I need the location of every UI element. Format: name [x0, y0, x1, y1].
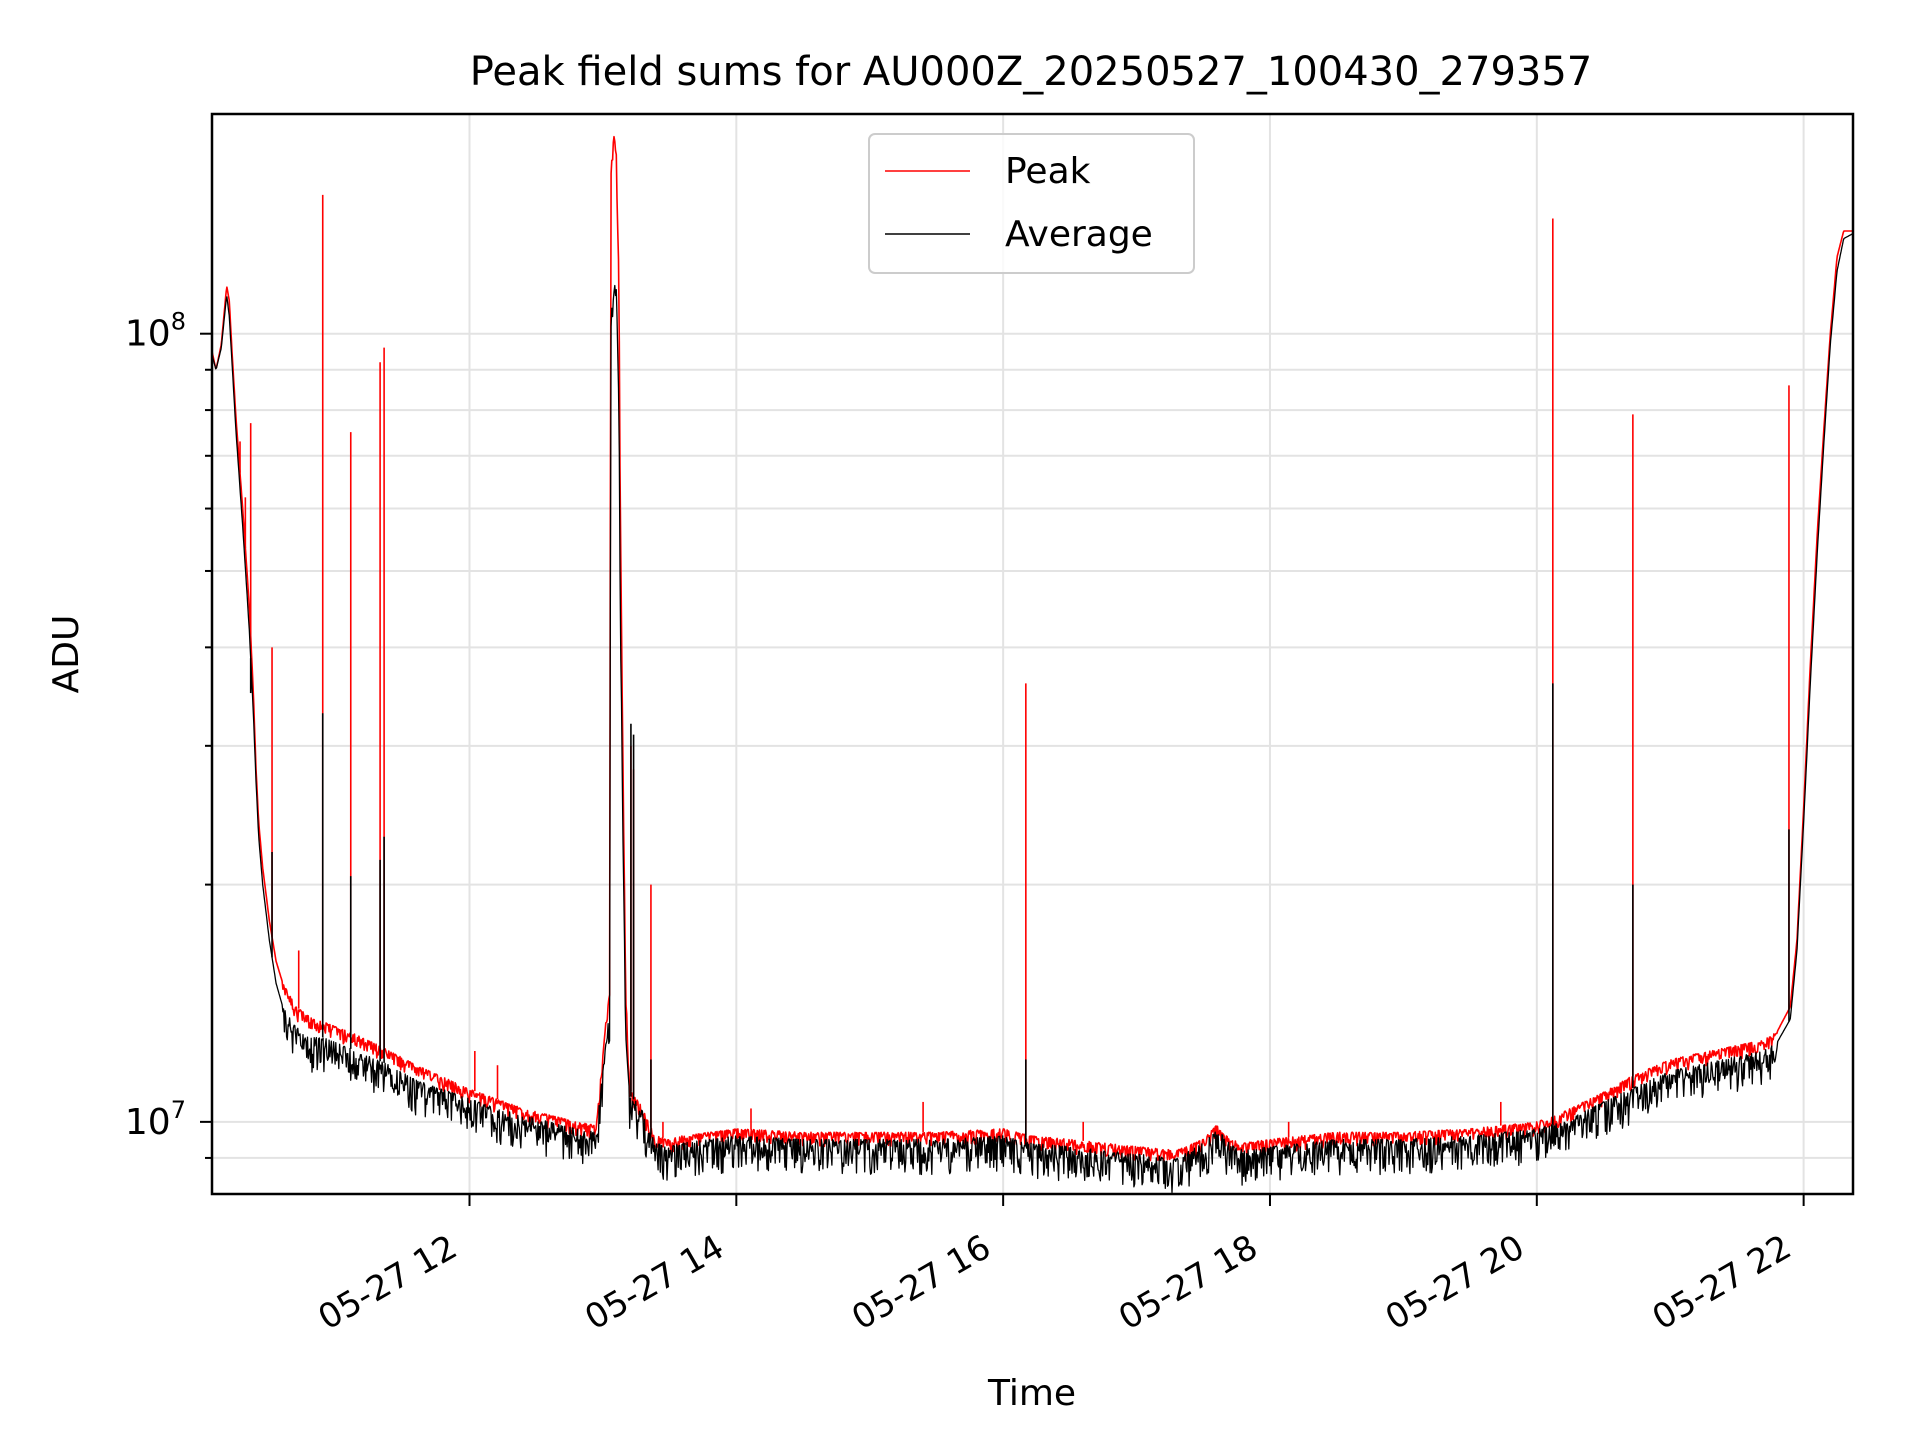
y-tick-label: 107	[125, 1096, 186, 1143]
legend-label-average: Average	[1005, 214, 1153, 255]
y-tick-label-exponent: 7	[171, 1096, 186, 1124]
chart-title: Peak field sums for AU000Z_20250527_1004…	[470, 49, 1593, 95]
series-average	[212, 232, 1853, 1194]
legend-label-peak: Peak	[1005, 151, 1091, 192]
y-tick-label-base: 10	[125, 1102, 171, 1143]
y-axis-label: ADU	[46, 615, 87, 694]
x-axis-label: Time	[987, 1373, 1076, 1414]
series-line-average	[212, 232, 1853, 1194]
y-tick-label-base: 10	[125, 314, 171, 355]
legend-frame	[868, 133, 1195, 274]
y-tick-label-exponent: 8	[171, 308, 186, 336]
plot-area	[212, 135, 1853, 1194]
y-tick-label: 108	[125, 308, 186, 355]
legend: Peak Average	[868, 133, 1195, 274]
axes-frame	[210, 112, 1855, 1196]
series-line-peak	[212, 135, 1853, 1163]
grid	[212, 114, 1853, 1194]
